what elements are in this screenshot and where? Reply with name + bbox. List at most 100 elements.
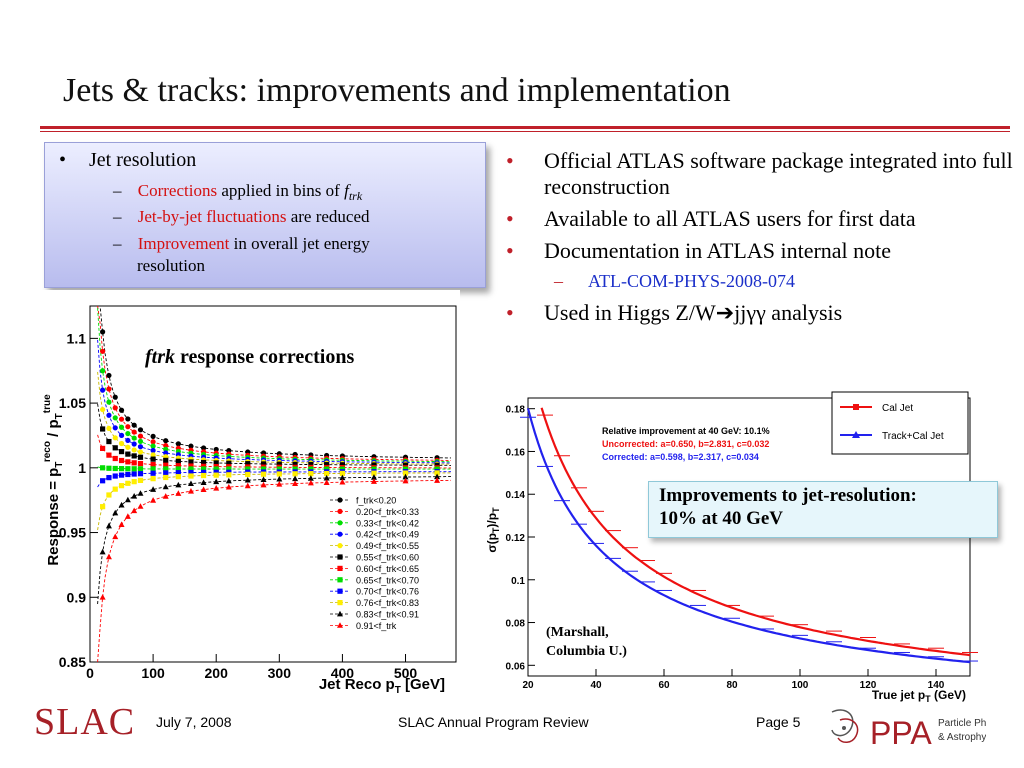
data-point [118, 407, 125, 413]
data-point [402, 466, 409, 472]
data-point [225, 483, 232, 490]
legend-entry: 0.55<f_trk<0.60 [356, 553, 419, 563]
data-point [137, 471, 144, 477]
data-point [324, 466, 330, 472]
data-point [292, 461, 298, 467]
data-point [200, 472, 207, 479]
data-point [125, 451, 131, 457]
data-point [105, 522, 112, 529]
legend-entry: 0.60<f_trk<0.65 [356, 564, 419, 574]
data-point [118, 472, 125, 478]
data-point [200, 463, 207, 469]
x-tick-label: 100 [792, 680, 809, 691]
data-point [434, 477, 441, 483]
slac-logo: SLAC [34, 701, 136, 743]
data-point [292, 480, 299, 486]
data-point [292, 475, 299, 482]
data-point [131, 435, 137, 441]
data-point [106, 425, 112, 432]
data-point [100, 465, 106, 471]
data-point [402, 477, 409, 484]
data-point [163, 457, 169, 463]
data-point [137, 449, 144, 455]
data-point [213, 485, 220, 491]
data-point [323, 479, 330, 485]
data-point [307, 479, 314, 486]
resolution-curve [540, 407, 971, 657]
fit-curve [97, 339, 451, 464]
bullet-jet-resolution: • Jet resolution [59, 149, 197, 171]
footer-page: Page 5 [756, 714, 801, 730]
list-item: • Documentation in ATLAS internal note [506, 238, 892, 263]
data-point [100, 387, 106, 393]
data-point [163, 470, 169, 476]
data-point [175, 466, 181, 472]
y-tick-label: 0.06 [506, 661, 526, 672]
x-tick-label: 80 [726, 680, 738, 691]
data-point [131, 471, 137, 477]
data-point [150, 452, 156, 458]
data-point [245, 466, 251, 472]
plot-title: ftrk response corrections [145, 346, 354, 368]
x-tick-label: 120 [860, 680, 877, 691]
data-point [434, 473, 441, 480]
data-point [100, 504, 106, 510]
data-point [188, 463, 194, 469]
data-point [175, 481, 182, 488]
data-point [106, 492, 112, 498]
data-point [106, 475, 112, 481]
sub-corrections: – Corrections applied in bins of ftrk [113, 181, 363, 204]
data-point [213, 472, 219, 478]
data-point [213, 446, 219, 453]
data-point [163, 442, 169, 449]
data-point [131, 447, 137, 453]
dash: – [113, 181, 122, 200]
data-point [213, 460, 219, 466]
data-point [324, 470, 330, 477]
data-point [188, 443, 194, 449]
data-point [276, 480, 283, 487]
data-point [244, 476, 251, 483]
legend-entry: 0.33<f_trk<0.42 [356, 518, 419, 528]
legend-track-cal-jet: Track+Cal Jet [882, 431, 944, 442]
data-point [100, 348, 106, 354]
y-tick-label: 0.1 [511, 576, 525, 587]
data-point [118, 432, 125, 438]
data-point [137, 454, 144, 460]
sub-improvement: – Improvement in overall jet energy [113, 234, 370, 253]
data-point [370, 474, 377, 480]
data-point [244, 482, 251, 489]
data-point [402, 473, 409, 480]
y-tick-label: 0.14 [506, 490, 526, 501]
jet-resolution-box: • Jet resolution – Corrections applied i… [44, 142, 486, 288]
data-point [100, 329, 106, 335]
x-tick-label: 500 [394, 665, 418, 681]
data-point [188, 473, 194, 479]
dash: – [113, 207, 122, 226]
data-point [260, 481, 267, 488]
data-point [200, 479, 207, 485]
data-point [308, 461, 314, 468]
data-point [112, 405, 118, 411]
data-point [187, 480, 194, 487]
data-point [131, 479, 137, 485]
data-point [112, 473, 118, 479]
data-point [163, 446, 169, 452]
data-point [200, 466, 207, 472]
improvement-callout: Improvements to jet-resolution: 10% at 4… [648, 481, 998, 538]
data-point [260, 466, 267, 472]
fit-corrected: Corrected: a=0.598, b=2.317, c=0.034 [602, 452, 759, 462]
svg-text:Particle Physics: Particle Physics [938, 718, 986, 729]
data-point [131, 422, 137, 428]
data-point [150, 433, 156, 439]
resolution-plot: σ(pT)/pT True jet pT (GeV) Cal Jet Track… [482, 380, 982, 706]
implementation-list: • Official ATLAS software package integra… [506, 148, 1016, 332]
data-point [188, 466, 194, 472]
data-point [150, 470, 156, 476]
data-point [112, 445, 118, 451]
data-point [339, 462, 346, 468]
resolution-curve [526, 408, 971, 664]
response-plot: ftrk response corrections Response = pTr… [40, 290, 460, 696]
fit-curve [97, 479, 452, 663]
data-point [106, 452, 112, 458]
